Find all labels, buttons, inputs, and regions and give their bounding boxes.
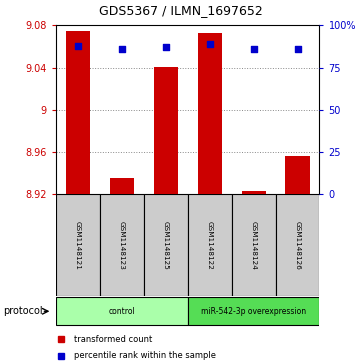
Text: miR-542-3p overexpression: miR-542-3p overexpression xyxy=(201,307,306,316)
Bar xyxy=(188,297,319,325)
Bar xyxy=(232,194,275,296)
Point xyxy=(207,41,213,47)
Point xyxy=(163,44,169,50)
Text: percentile rank within the sample: percentile rank within the sample xyxy=(74,351,216,360)
Bar xyxy=(286,156,310,194)
Text: protocol: protocol xyxy=(4,306,43,316)
Point xyxy=(251,46,257,52)
Text: GSM1148123: GSM1148123 xyxy=(119,221,125,269)
Point xyxy=(75,43,81,49)
Text: transformed count: transformed count xyxy=(74,335,153,344)
Text: GSM1148122: GSM1148122 xyxy=(207,221,213,269)
Bar xyxy=(197,33,222,194)
Text: GDS5367 / ILMN_1697652: GDS5367 / ILMN_1697652 xyxy=(99,4,262,17)
Bar xyxy=(56,297,188,325)
Bar xyxy=(100,194,144,296)
Text: GSM1148126: GSM1148126 xyxy=(295,221,300,269)
Bar xyxy=(242,191,266,194)
Bar xyxy=(154,66,178,194)
Text: GSM1148121: GSM1148121 xyxy=(75,221,81,269)
Text: GSM1148125: GSM1148125 xyxy=(163,221,169,269)
Text: control: control xyxy=(108,307,135,316)
Bar xyxy=(275,194,319,296)
Point xyxy=(119,46,125,52)
Bar xyxy=(66,31,90,194)
Bar xyxy=(188,194,232,296)
Bar xyxy=(144,194,188,296)
Point xyxy=(295,46,300,52)
Bar xyxy=(110,178,134,194)
Bar xyxy=(56,194,100,296)
Text: GSM1148124: GSM1148124 xyxy=(251,221,257,269)
